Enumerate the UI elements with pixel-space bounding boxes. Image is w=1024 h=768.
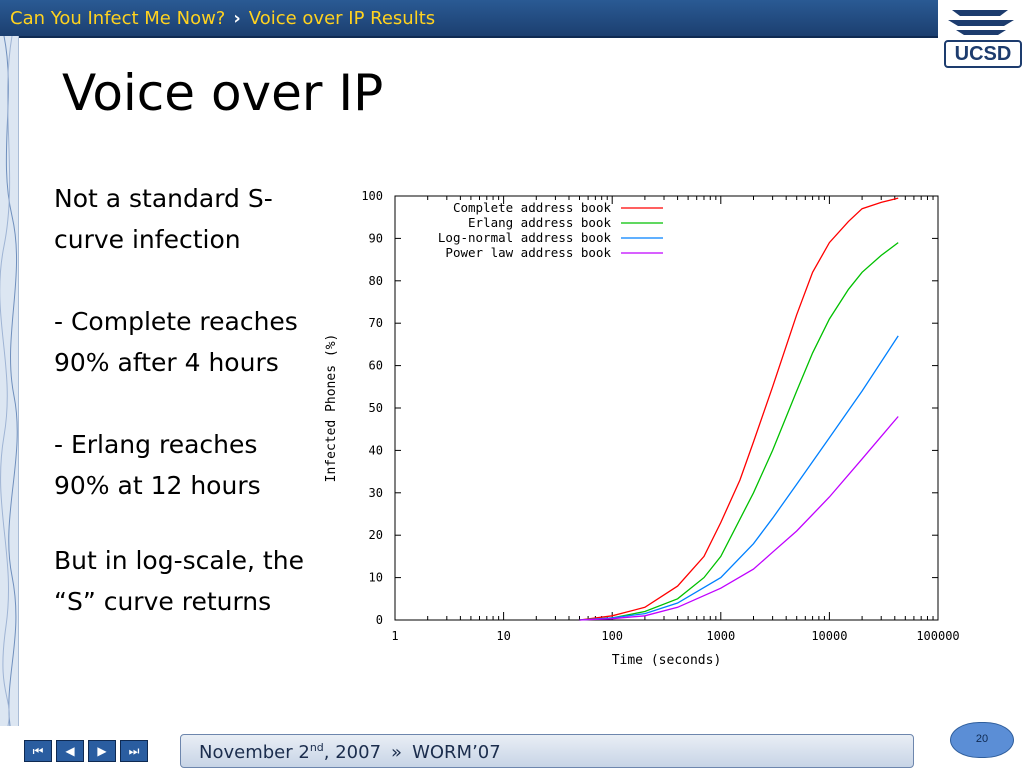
series-line [579, 197, 899, 621]
legend-entry: Complete address book [453, 200, 612, 215]
y-tick-label: 100 [361, 189, 383, 203]
trident-icon [948, 10, 1014, 35]
breadcrumb: Can You Infect Me Now? › Voice over IP Res… [10, 8, 435, 29]
footer-date-year: , 2007 [323, 742, 382, 763]
y-tick-label: 70 [369, 316, 383, 330]
logo-text: UCSD [944, 40, 1022, 68]
page-number-badge: 20 [950, 722, 1014, 758]
legend-entry: Log-normal address book [438, 230, 612, 245]
footer-date-suffix: nd [309, 741, 324, 754]
x-tick-label: 100000 [916, 629, 959, 643]
y-axis-label: Infected Phones (%) [324, 334, 339, 483]
footer-text: November 2nd, 2007 » WORM’07 [199, 741, 501, 763]
y-tick-label: 50 [369, 401, 383, 415]
ucsd-logo: UCSD [938, 0, 1024, 78]
x-tick-label: 10000 [811, 629, 847, 643]
footer-bar: November 2nd, 2007 » WORM’07 [180, 734, 914, 768]
breadcrumb-separator-icon: › [233, 8, 241, 29]
legend-entry: Erlang address book [468, 215, 611, 230]
series-line [579, 335, 899, 621]
bullet-list: Not a standard S-curve infection - Compl… [54, 178, 304, 622]
slide-navigation: ⏮ ◀ ▶ ⏭ [24, 740, 152, 762]
y-tick-label: 20 [369, 528, 383, 542]
y-tick-label: 10 [369, 571, 383, 585]
last-slide-button[interactable]: ⏭ [120, 740, 148, 762]
breadcrumb-item-section[interactable]: Voice over IP Results [248, 8, 436, 29]
header-bar: Can You Infect Me Now? › Voice over IP Res… [0, 0, 938, 38]
first-slide-button[interactable]: ⏮ [24, 740, 52, 762]
bullet-item: But in log-scale, the “S” curve returns [54, 546, 304, 616]
x-axis-label: Time (seconds) [612, 653, 722, 668]
series-line [579, 242, 899, 621]
legend-entry: Power law address book [445, 245, 611, 260]
breadcrumb-item-deck[interactable]: Can You Infect Me Now? [10, 8, 226, 29]
bullet-item: Not a standard S-curve infection [54, 184, 273, 254]
y-tick-label: 90 [369, 231, 383, 245]
x-tick-label: 1000 [706, 629, 735, 643]
y-tick-label: 30 [369, 486, 383, 500]
y-tick-label: 40 [369, 443, 383, 457]
x-tick-label: 10 [496, 629, 510, 643]
footer-venue: WORM’07 [412, 742, 501, 763]
footer-date: November 2 [199, 742, 310, 763]
x-tick-label: 100 [601, 629, 623, 643]
page-number: 20 [975, 733, 989, 745]
x-tick-label: 1 [391, 629, 398, 643]
bullet-item: - Erlang reaches 90% at 12 hours [54, 430, 261, 500]
y-tick-label: 60 [369, 359, 383, 373]
footer-separator-icon: » [391, 742, 403, 763]
left-decoration [0, 35, 19, 727]
y-tick-label: 0 [376, 613, 383, 627]
next-slide-button[interactable]: ▶ [88, 740, 116, 762]
wave-decoration-icon [0, 35, 18, 727]
bullet-item: - Complete reaches 90% after 4 hours [54, 307, 298, 377]
y-tick-label: 80 [369, 274, 383, 288]
series-line [579, 416, 899, 621]
previous-slide-button[interactable]: ◀ [56, 740, 84, 762]
slide-title: Voice over IP [62, 64, 384, 122]
